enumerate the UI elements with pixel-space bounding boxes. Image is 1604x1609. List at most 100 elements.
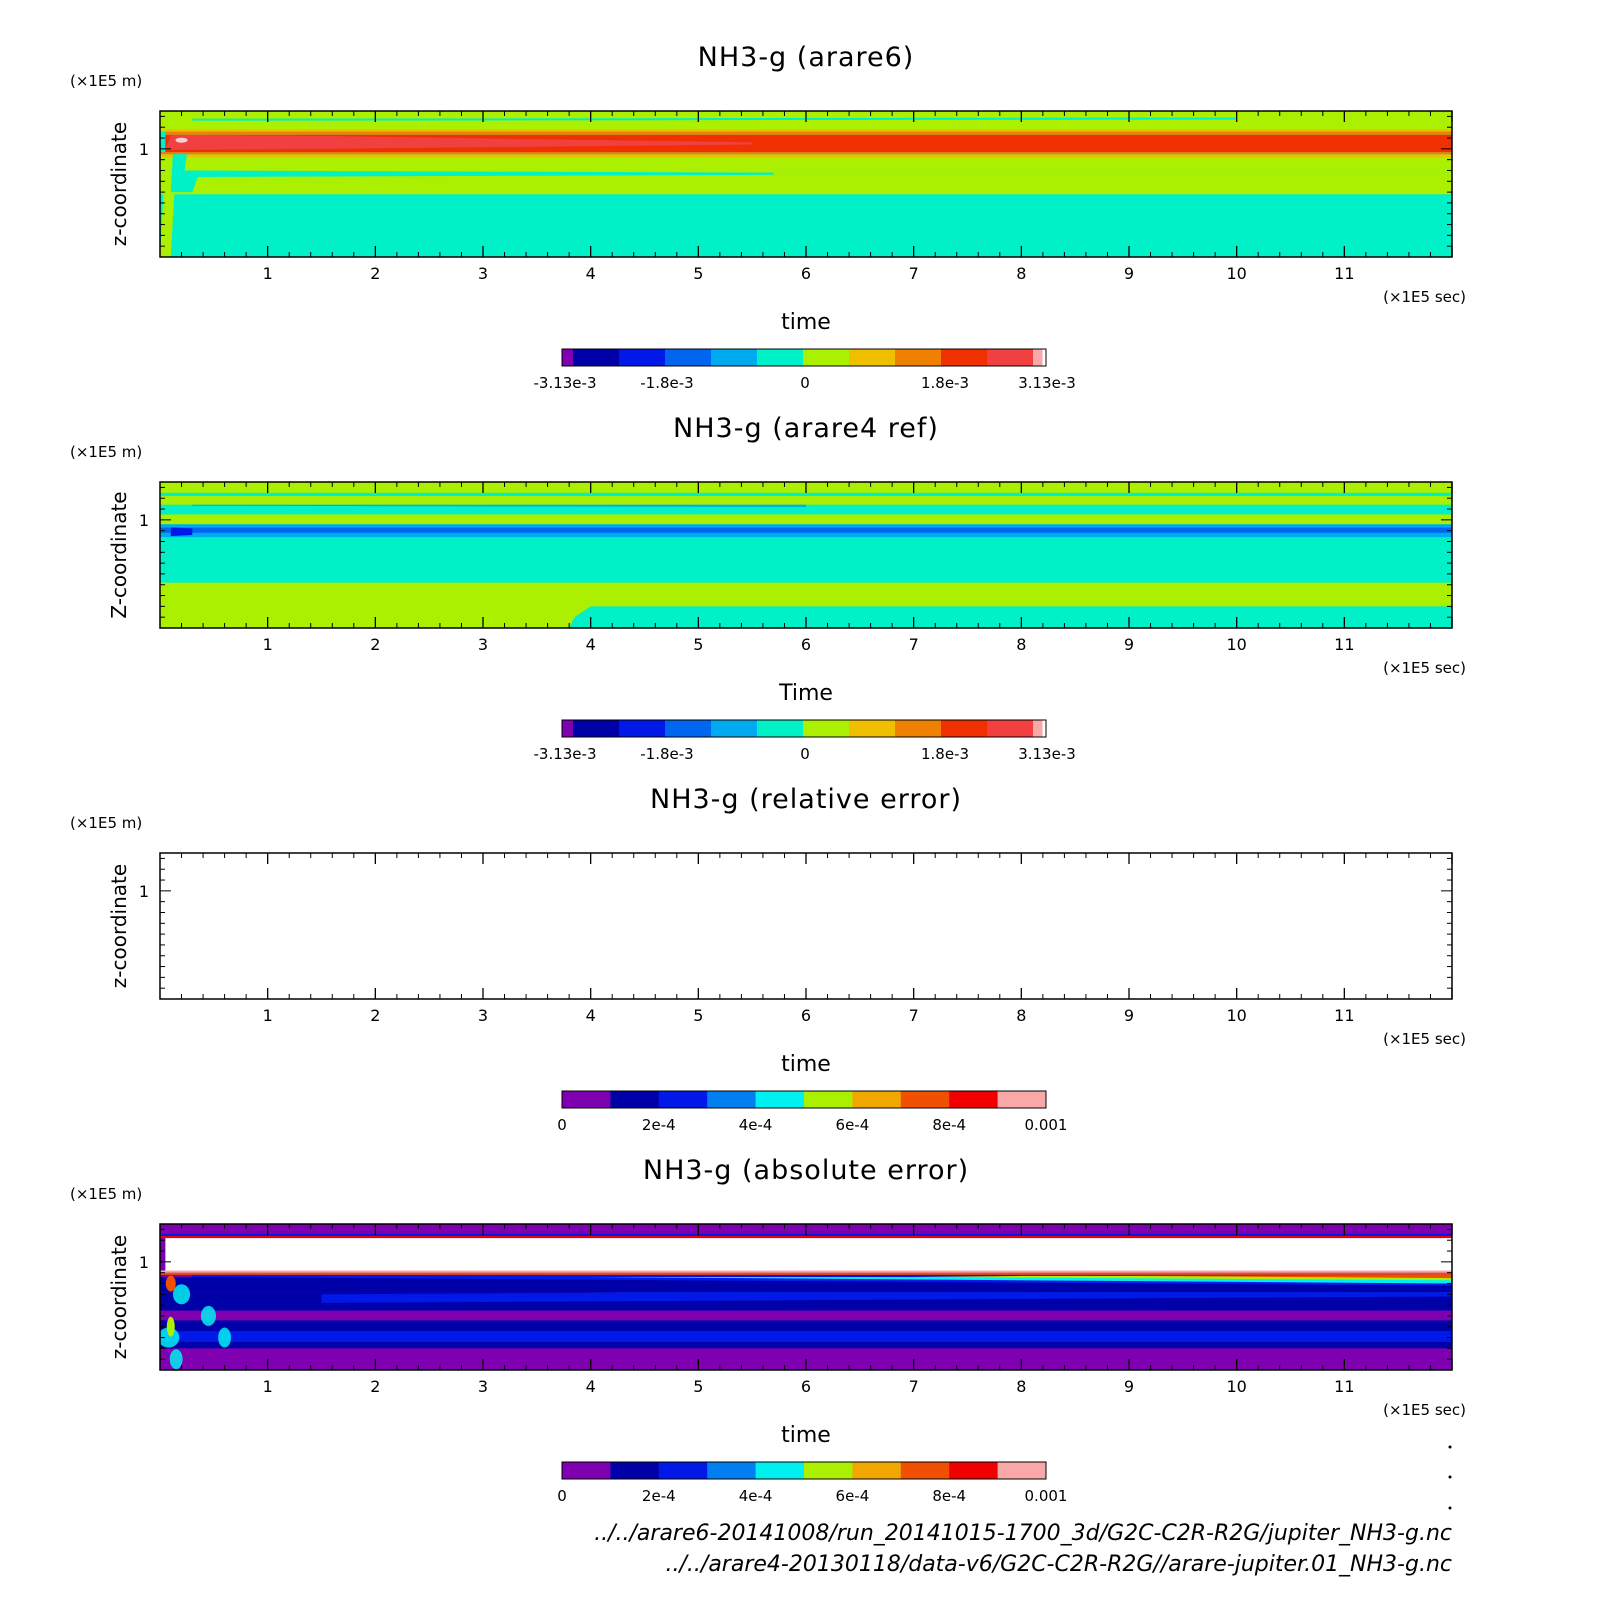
- colorbar-tick-label: 2e-4: [642, 1116, 676, 1134]
- x-tick-label: 11: [1334, 264, 1354, 283]
- x-tick-label: 3: [478, 1377, 488, 1396]
- colorbar-swatch: [573, 349, 620, 366]
- colorbar-1: -3.13e-3 -1.8e-3 0 1.8e-3 3.13e-3: [534, 348, 1076, 392]
- colorbar-tick-label: 1.8e-3: [921, 374, 969, 392]
- colorbar-swatch: [941, 720, 988, 737]
- colorbar-swatch: [1033, 720, 1043, 737]
- colorbar-swatch: [997, 1462, 1047, 1479]
- colorbar-swatch: [900, 1462, 950, 1479]
- field-swirl: [172, 1284, 191, 1305]
- field-band: [321, 1292, 1452, 1303]
- colorbar-swatch: [711, 349, 758, 366]
- colorbar-swatch: [852, 1091, 902, 1108]
- colorbar-swatch: [755, 1091, 805, 1108]
- field-edge: [165, 131, 1452, 135]
- field-band: [160, 1331, 1452, 1342]
- x-unit-label: (×1E5 sec): [1383, 659, 1466, 677]
- field: [160, 1224, 1452, 1370]
- colorbar-2: -3.13e-3 -1.8e-3 0 1.8e-3 3.13e-3: [534, 719, 1076, 763]
- colorbar-tick-label: -1.8e-3: [640, 745, 693, 763]
- field-swirl: [200, 1305, 216, 1326]
- colorbar-tick-label: 0: [800, 374, 810, 392]
- field: [160, 482, 1452, 628]
- y-axis-label: Z-coordinate: [107, 491, 131, 618]
- x-tick-label: 10: [1226, 635, 1246, 654]
- colorbar-swatch: [895, 720, 942, 737]
- y-tick-label: 1: [139, 511, 149, 530]
- x-tick-label: 8: [1016, 1006, 1026, 1025]
- colorbar-tick-label: -1.8e-3: [640, 374, 693, 392]
- field-band: [1129, 1274, 1452, 1279]
- colorbar-swatch: [895, 349, 942, 366]
- x-tick-label: 9: [1124, 1006, 1134, 1025]
- colorbar-frame: [561, 1461, 1047, 1480]
- field-edge: [160, 152, 1452, 155]
- colorbar-swatch: [803, 349, 850, 366]
- field-core: [165, 134, 753, 150]
- x-tick-label: 9: [1124, 635, 1134, 654]
- y-axis-label: z-coordinate: [107, 1235, 131, 1359]
- x-tick-label: 5: [693, 264, 703, 283]
- x-axis-label: Time: [778, 681, 833, 706]
- panel-3: NH3-g (relative error) (×1E5 m) 1 2 3 4 5 6 7 8 9 1…: [70, 784, 1466, 1077]
- field-spot: [165, 1275, 176, 1292]
- x-tick-label: 11: [1334, 1006, 1354, 1025]
- x-tick-label: 10: [1226, 264, 1246, 283]
- field-spot: [170, 527, 193, 537]
- x-tick-label: 4: [586, 264, 596, 283]
- x-tick-label: 1: [263, 1006, 273, 1025]
- panel-4: NH3-g (absolute error) (×1E5 m) 1 2 3 4 5 6 7 8 9 1…: [70, 1155, 1466, 1448]
- field-edge: [160, 1272, 1452, 1275]
- field-band: [160, 1310, 1452, 1321]
- y-unit-label: (×1E5 m): [70, 814, 142, 832]
- field-contour: [192, 504, 807, 507]
- y-unit-label: (×1E5 m): [70, 1185, 142, 1203]
- field-tongue: [181, 170, 774, 193]
- colorbar-tick-label: 6e-4: [836, 1487, 870, 1505]
- field-band: [160, 157, 1452, 173]
- panel-2: NH3-g (arare4 ref)(×1E5 m)1 2 3 4 5 6 7 8 9 10 111…: [70, 413, 1466, 706]
- y-tick-label: 1: [139, 882, 149, 901]
- field-left-edge: [170, 154, 187, 193]
- x-axis-label: time: [781, 310, 831, 335]
- x-unit-label: (×1E5 sec): [1383, 1030, 1466, 1048]
- colorbar-tick-label: 0.001: [1025, 1487, 1068, 1505]
- colorbar-tick-label: 4e-4: [739, 1487, 773, 1505]
- field-swirl: [169, 1349, 183, 1370]
- colorbar-swatch: [949, 1462, 999, 1479]
- colorbar-tick-label: 2e-4: [642, 1487, 676, 1505]
- y-axis-label: z-coordinate: [107, 122, 131, 246]
- y-unit-label: (×1E5 m): [70, 443, 142, 461]
- colorbar-tick-label: 0: [557, 1116, 567, 1134]
- colorbar-swatch: [707, 1091, 757, 1108]
- colorbar-tick-label: 4e-4: [739, 1116, 773, 1134]
- colorbar-swatch: [987, 720, 1034, 737]
- panel-title: NH3-g (absolute error): [643, 1155, 969, 1186]
- colorbar-swatch: [658, 1462, 708, 1479]
- field-spot: [166, 1316, 175, 1337]
- colorbar-swatch: [562, 349, 574, 366]
- x-tick-label: 1: [263, 264, 273, 283]
- x-tick-label: 4: [586, 1006, 596, 1025]
- x-tick-label: 10: [1226, 1006, 1246, 1025]
- y-tick-label: 1: [139, 140, 149, 159]
- x-tick-label: 5: [693, 1006, 703, 1025]
- x-tick-label: 6: [801, 635, 811, 654]
- x-tick-label: 7: [909, 1006, 919, 1025]
- x-unit-label: (×1E5 sec): [1383, 1401, 1466, 1419]
- colorbar-tick-label: 1.8e-3: [921, 745, 969, 763]
- x-tick-label: 2: [370, 1377, 380, 1396]
- colorbar-swatch: [804, 1091, 853, 1108]
- colorbar-swatch: [619, 720, 666, 737]
- field-edge: [160, 154, 1452, 158]
- colorbar-swatch: [987, 349, 1034, 366]
- x-tick-label: 7: [909, 635, 919, 654]
- field-swirl: [160, 1327, 180, 1348]
- panel-title: NH3-g (arare4 ref): [673, 413, 939, 444]
- field-band: [569, 606, 1452, 628]
- footer-dot: [1448, 1475, 1452, 1479]
- field-contour: [192, 117, 1237, 121]
- colorbar-swatch: [658, 1091, 708, 1108]
- colorbar-swatch: [1033, 349, 1043, 366]
- colorbar-swatch: [562, 720, 574, 737]
